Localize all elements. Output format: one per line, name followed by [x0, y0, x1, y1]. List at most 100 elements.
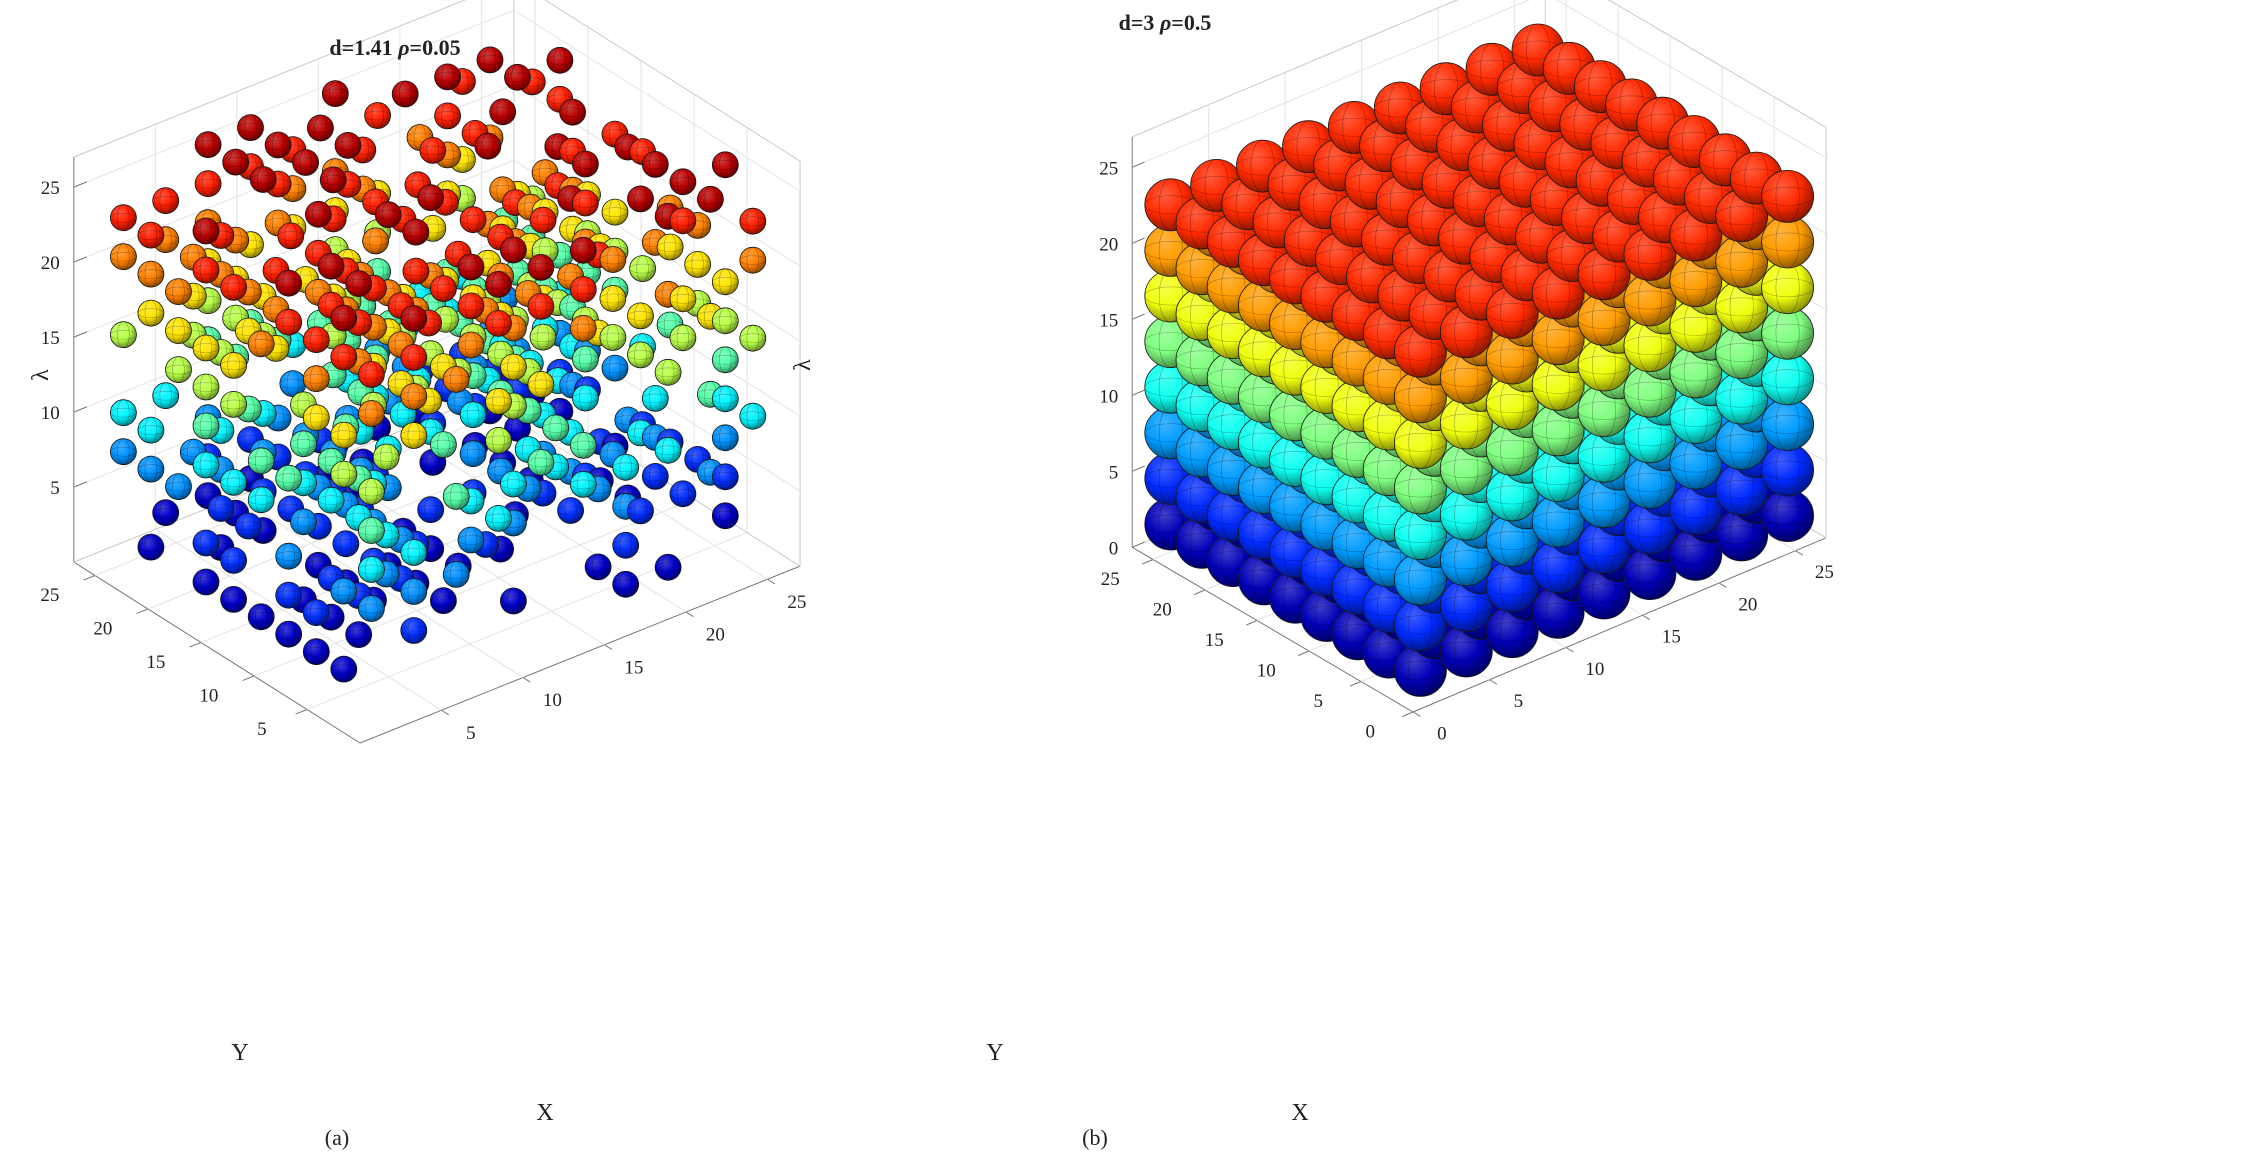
sphere-mesh	[669, 293, 697, 304]
sphere-mesh	[369, 227, 382, 255]
sphere-mesh	[330, 430, 358, 440]
sphere-mesh	[365, 400, 378, 427]
sphere-point	[527, 370, 555, 398]
chart-panel-b: 0 5 10 15 20 25 0 5 10 15 20 25 0 5 10 15 20 25 d=3 ρ=0.5 X…	[790, 0, 2240, 1165]
sphere-mesh	[534, 293, 548, 320]
sphere-mesh	[159, 187, 172, 214]
sphere-point	[442, 365, 470, 393]
sphere-point	[165, 356, 192, 384]
sphere-point	[374, 201, 402, 229]
z-tick	[73, 331, 88, 338]
sphere-mesh	[255, 330, 268, 358]
sphere-point	[400, 344, 428, 371]
y-tick	[136, 608, 149, 615]
sphere-mesh	[409, 257, 423, 285]
sphere-mesh	[1623, 244, 1677, 264]
sphere-mesh	[1715, 206, 1768, 226]
sphere-mesh	[407, 422, 420, 449]
sphere-mesh	[1577, 401, 1631, 421]
sphere-mesh	[255, 603, 268, 631]
sphere-point	[569, 314, 597, 342]
sphere-mesh	[464, 526, 478, 554]
sphere-mesh	[255, 486, 268, 514]
sphere-mesh	[711, 160, 739, 170]
grid-line	[155, 528, 442, 711]
sphere-point	[152, 382, 180, 410]
sphere-mesh	[442, 374, 470, 385]
sphere-mesh	[559, 107, 586, 117]
x-tick-label: 15	[1662, 627, 1681, 648]
sphere-point	[302, 638, 330, 666]
sphere-mesh	[627, 350, 654, 360]
sphere-mesh	[612, 462, 640, 473]
sphere-mesh	[358, 408, 385, 419]
sphere-mesh	[407, 617, 420, 644]
sphere-mesh	[572, 354, 599, 364]
sphere-point	[569, 275, 597, 303]
sphere-mesh	[192, 538, 220, 548]
sphere-mesh	[292, 157, 319, 168]
sphere-mesh	[746, 246, 759, 274]
sphere-mesh	[365, 556, 378, 583]
sphere-mesh	[324, 486, 338, 514]
sphere-mesh	[430, 595, 457, 606]
sphere-mesh	[1623, 290, 1677, 310]
sphere-mesh	[1485, 531, 1539, 550]
sphere-mesh	[400, 586, 428, 597]
sphere-point	[612, 453, 640, 481]
box-edge	[1607, 0, 1827, 128]
chart-title-symbol: ρ	[397, 35, 409, 60]
sphere-point	[194, 170, 222, 198]
z-tick	[1132, 389, 1145, 396]
sphere-mesh	[619, 453, 632, 481]
sphere-point	[137, 416, 165, 444]
sphere-point	[434, 102, 462, 130]
sphere-point	[459, 206, 487, 234]
sphere-mesh	[214, 495, 228, 522]
sphere-mesh	[599, 254, 627, 265]
x-tick	[1795, 550, 1804, 556]
sphere-mesh	[641, 393, 669, 404]
sphere-mesh	[358, 486, 385, 497]
sphere-mesh	[1531, 374, 1585, 394]
sphere-point	[192, 412, 220, 440]
sphere-mesh	[1775, 170, 1800, 223]
sphere-mesh	[507, 236, 520, 264]
sphere-mesh	[284, 222, 297, 250]
sphere-mesh	[1761, 186, 1814, 206]
sphere-mesh	[192, 226, 220, 236]
sphere-mesh	[227, 391, 240, 418]
y-tick-label: 25	[1101, 569, 1120, 590]
sphere-mesh	[457, 262, 485, 272]
sphere-mesh	[719, 463, 732, 491]
sphere-mesh	[172, 317, 185, 344]
sphere-point	[442, 561, 470, 588]
sphere-mesh	[1531, 602, 1585, 622]
sphere-point	[417, 496, 445, 524]
sphere-point	[321, 80, 349, 107]
sphere-mesh	[1761, 232, 1814, 252]
sphere-mesh	[297, 508, 310, 536]
sphere-mesh	[159, 499, 172, 527]
sphere-mesh	[627, 506, 654, 516]
sphere-mesh	[711, 354, 739, 365]
sphere-point	[627, 497, 654, 525]
sphere-mesh	[362, 236, 389, 246]
sphere-mesh	[466, 440, 480, 468]
sphere-mesh	[305, 209, 332, 220]
sphere-mesh	[275, 317, 303, 328]
sphere-mesh	[330, 313, 358, 323]
sphere-point	[641, 384, 669, 412]
y-axis-label: Y	[986, 1040, 1003, 1066]
box-edge	[73, 0, 467, 158]
sphere-point	[400, 578, 428, 605]
sphere-mesh	[319, 175, 347, 185]
grid-line	[1555, 0, 1827, 159]
sphere-mesh	[400, 391, 428, 402]
sphere-point	[137, 299, 165, 327]
sphere-point	[459, 440, 487, 468]
sphere-mesh	[577, 276, 590, 303]
sphere-markers	[110, 46, 767, 683]
sphere-mesh	[474, 141, 502, 151]
x-axis-line	[359, 565, 801, 744]
